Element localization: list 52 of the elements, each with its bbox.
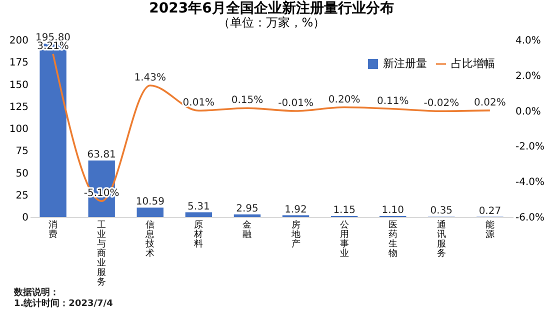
x-tick-label: 房地产	[290, 220, 300, 250]
y2-tick-label: -4.0%	[516, 177, 545, 188]
y-tick-label: 125	[9, 102, 28, 113]
data-label: 63.81	[87, 150, 116, 161]
y2-tick-label: -6.0%	[516, 212, 545, 224]
data-label: 1.43%	[134, 72, 166, 84]
y-tick-label: 50	[16, 168, 28, 180]
data-label: 0.35	[430, 206, 453, 217]
data-label: 5.31	[188, 201, 210, 212]
x-tick-label: 原材料	[193, 220, 204, 250]
data-label: 0.01%	[182, 98, 215, 109]
data-label: 0.27	[478, 206, 502, 217]
x-tick-label: 公用事业	[340, 220, 349, 259]
data-label: -0.01%	[278, 98, 314, 109]
x-tick-label: 消费	[48, 220, 58, 240]
legend-label: 占比增幅	[451, 57, 495, 70]
y2-tick-label: 0.0%	[516, 106, 541, 118]
x-tick-label: 通讯服务	[436, 220, 446, 259]
y-tick-label: 175	[9, 58, 28, 69]
data-label: 0.11%	[376, 96, 409, 107]
x-tick-label: 信息技术	[144, 220, 155, 259]
chart-title: 2023年6月全国企业新注册量行业分布	[149, 0, 394, 17]
bar	[40, 44, 66, 217]
text: 数据说明：	[14, 288, 60, 298]
bar	[136, 208, 164, 217]
data-label: 0.15%	[231, 95, 264, 106]
data-label: 0.20%	[328, 94, 360, 106]
y-tick-label: 25	[16, 190, 28, 202]
data-label: 1.15	[333, 204, 356, 216]
x-tick-label: 金融	[242, 220, 252, 240]
x-tick-label: 能源	[485, 220, 494, 240]
data-label: 1.92	[284, 204, 307, 216]
data-label: 10.59	[136, 196, 164, 208]
data-label: -0.02%	[424, 98, 460, 110]
y-tick-label: 200	[9, 36, 28, 46]
data-label: 2.95	[236, 203, 258, 214]
y-tick-label: 100	[9, 124, 28, 135]
chart-subtitle: （单位：万家，%）	[218, 16, 326, 30]
y-tick-label: 0	[22, 212, 28, 224]
y-tick-label: 150	[9, 80, 28, 91]
x-tick-label: 医药生物	[388, 220, 398, 259]
y2-tick-label: 4.0%	[516, 36, 541, 46]
data-label: 0.02%	[474, 97, 506, 108]
legend-label: 新注册量	[383, 57, 427, 70]
x-tick-label: 工业与商业服务	[97, 220, 106, 288]
text: 1.统计时间：2023/7/4	[14, 299, 113, 310]
bar	[185, 212, 212, 217]
bar	[234, 214, 261, 217]
data-label: 1.10	[382, 205, 404, 216]
y2-tick-label: 2.0%	[516, 70, 541, 82]
y-tick-label: 75	[16, 146, 28, 158]
y2-tick-label: -2.0%	[516, 142, 545, 153]
